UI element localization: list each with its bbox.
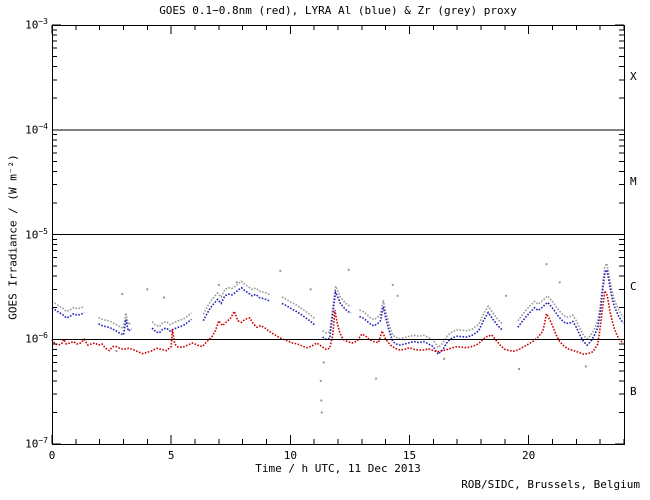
flare-class-label-c: C [630,279,637,293]
flare-class-label-x: X [630,70,637,84]
chart-title: GOES 0.1−0.8nm (red), LYRA Al (blue) & Z… [159,4,517,17]
x-tick-label: 10 [283,449,297,462]
x-axis-title: Time / h UTC, 11 Dec 2013 [255,462,421,475]
y-tick-label: 10−5 [25,226,48,242]
x-tick-label: 5 [167,449,175,462]
credit-text: ROB/SIDC, Brussels, Belgium [461,478,640,491]
flare-class-label-m: M [630,175,637,189]
flare-class-label-b: B [630,384,637,398]
x-tick-label: 15 [402,449,417,462]
y-tick-label: 10−3 [25,17,48,32]
y-tick-label: 10−6 [25,331,48,346]
y-tick-label: 10−7 [25,436,48,451]
x-tick-label: 20 [522,449,536,462]
x-tick-label: 0 [48,449,56,462]
y-tick-label: 10−4 [25,121,48,137]
